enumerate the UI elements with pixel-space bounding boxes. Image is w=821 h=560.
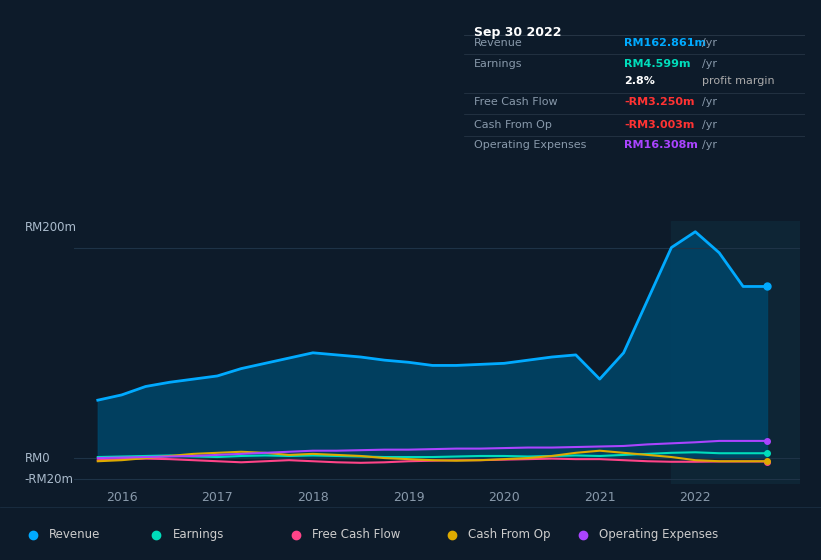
Text: -RM3.250m: -RM3.250m bbox=[624, 97, 695, 108]
Text: RM200m: RM200m bbox=[25, 221, 76, 234]
Text: -RM20m: -RM20m bbox=[25, 473, 74, 486]
Text: Revenue: Revenue bbox=[49, 528, 101, 542]
Text: Operating Expenses: Operating Expenses bbox=[474, 141, 586, 150]
Text: Operating Expenses: Operating Expenses bbox=[599, 528, 718, 542]
Text: /yr: /yr bbox=[702, 38, 718, 48]
Text: profit margin: profit margin bbox=[702, 77, 775, 86]
Text: RM162.861m: RM162.861m bbox=[624, 38, 706, 48]
Text: 2.8%: 2.8% bbox=[624, 77, 655, 86]
Text: RM0: RM0 bbox=[25, 451, 50, 465]
Text: Free Cash Flow: Free Cash Flow bbox=[312, 528, 401, 542]
Text: -RM3.003m: -RM3.003m bbox=[624, 119, 695, 129]
Text: Free Cash Flow: Free Cash Flow bbox=[474, 97, 557, 108]
Text: Earnings: Earnings bbox=[172, 528, 224, 542]
Text: RM4.599m: RM4.599m bbox=[624, 59, 690, 69]
Text: Cash From Op: Cash From Op bbox=[474, 119, 552, 129]
Text: RM16.308m: RM16.308m bbox=[624, 141, 698, 150]
Text: /yr: /yr bbox=[702, 97, 718, 108]
Text: Revenue: Revenue bbox=[474, 38, 523, 48]
Text: /yr: /yr bbox=[702, 119, 718, 129]
Text: Earnings: Earnings bbox=[474, 59, 523, 69]
Text: /yr: /yr bbox=[702, 141, 718, 150]
Bar bbox=[672, 221, 810, 484]
Text: Sep 30 2022: Sep 30 2022 bbox=[474, 26, 562, 39]
Text: /yr: /yr bbox=[702, 59, 718, 69]
Text: Cash From Op: Cash From Op bbox=[468, 528, 550, 542]
